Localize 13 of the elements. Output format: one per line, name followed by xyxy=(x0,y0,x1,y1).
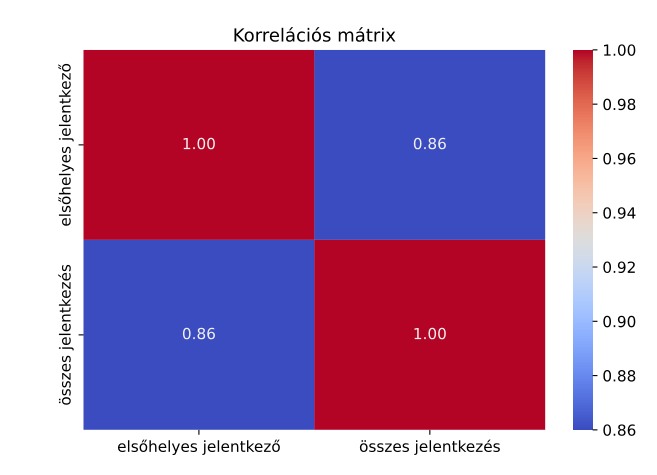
color-bar-label: 0.86 xyxy=(603,424,636,436)
color-bar-label: 0.98 xyxy=(603,98,636,110)
chart-title: Korrelációs mátrix xyxy=(234,27,396,42)
color-bar-label: 0.96 xyxy=(603,152,636,164)
color-bar-label: 0.94 xyxy=(603,207,636,219)
data-label: 0.86 xyxy=(414,138,446,150)
data-label: 0.86 xyxy=(182,328,215,340)
color-bar-label: 0.92 xyxy=(603,261,635,274)
color-bar-label: 1.00 xyxy=(604,44,636,56)
data-label: 1.00 xyxy=(414,328,446,340)
color-bar-label: 0.88 xyxy=(603,370,636,382)
data-label: 1.00 xyxy=(184,138,215,150)
color-bar-label: 0.90 xyxy=(603,316,636,328)
